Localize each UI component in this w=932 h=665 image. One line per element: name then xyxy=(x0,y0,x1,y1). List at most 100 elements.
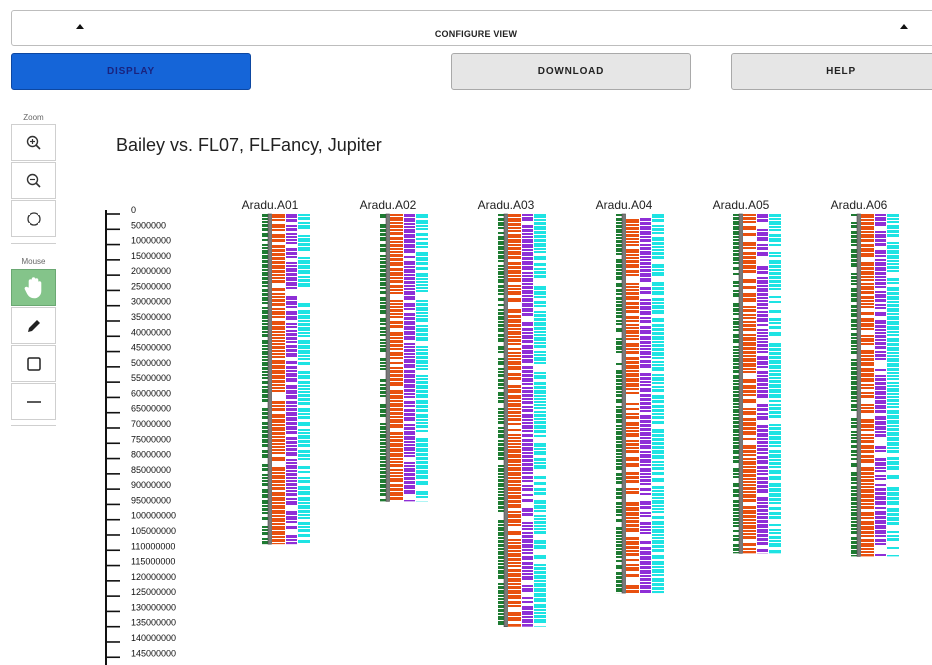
track-purple-block xyxy=(286,306,297,308)
track-orange-block xyxy=(272,401,285,404)
track-cyan-block xyxy=(652,344,664,347)
track-green-block xyxy=(498,497,504,500)
track-orange-block xyxy=(272,356,285,358)
track-cyan-block xyxy=(534,401,546,403)
track-green-block xyxy=(851,512,857,516)
track-orange-block xyxy=(861,445,874,449)
configure-view-bar[interactable]: CONFIGURE VIEW xyxy=(11,10,932,46)
track-cyan-block xyxy=(416,228,428,230)
track-green-block xyxy=(262,233,268,237)
track-purple-block xyxy=(640,578,651,581)
track-orange-block xyxy=(626,392,639,394)
track-cyan-block xyxy=(887,308,899,312)
caret-up-icon[interactable] xyxy=(900,24,908,29)
track-purple-block xyxy=(757,524,768,528)
track-purple-block xyxy=(404,331,415,335)
track-orange-block xyxy=(390,419,403,423)
track-green-block xyxy=(498,241,504,245)
track-cyan-block xyxy=(298,422,310,426)
track-orange-block xyxy=(743,226,756,230)
track-cyan-block xyxy=(416,453,428,456)
track-orange-block xyxy=(272,360,285,364)
track-purple-block xyxy=(404,266,415,268)
track-green-block xyxy=(262,500,268,504)
track-orange-block xyxy=(743,363,756,367)
line-tool-button[interactable] xyxy=(11,383,56,420)
track-purple-block xyxy=(404,379,415,383)
track-green-block xyxy=(262,371,268,373)
track-purple-block xyxy=(286,361,297,364)
track-orange-block xyxy=(861,368,874,372)
track-purple-block xyxy=(757,285,768,287)
track-cyan-block xyxy=(416,419,428,421)
track-purple-block xyxy=(286,490,297,492)
reset-view-button[interactable] xyxy=(11,200,56,237)
track-green-block xyxy=(498,452,504,456)
track-cyan-block xyxy=(887,296,899,300)
track-green-block xyxy=(380,261,386,264)
track-cyan-block xyxy=(887,382,899,384)
download-button[interactable]: DOWNLOAD xyxy=(451,53,691,90)
display-button[interactable]: DISPLAY xyxy=(11,53,251,90)
track-green-block xyxy=(262,315,268,319)
track-purple-block xyxy=(522,573,533,575)
track-cyan-block xyxy=(298,450,310,453)
track-cyan-block xyxy=(416,385,428,389)
rectangle-tool-button[interactable] xyxy=(11,345,56,382)
track-orange-block xyxy=(508,239,521,243)
draw-tool-button[interactable] xyxy=(11,307,56,344)
track-cyan-block xyxy=(887,428,899,431)
track-purple-block xyxy=(875,462,886,466)
track-purple-block xyxy=(640,590,651,593)
track-purple-block xyxy=(757,314,768,317)
track-orange-block xyxy=(272,523,285,525)
track-green-block xyxy=(498,324,504,327)
track-cyan-block xyxy=(534,248,546,250)
track-cyan-block xyxy=(652,219,664,222)
caret-up-icon[interactable] xyxy=(76,24,84,29)
track-purple-block xyxy=(286,521,297,523)
chromosome-label: Aradu.A06 xyxy=(831,198,888,212)
track-cyan-block xyxy=(416,470,428,474)
track-cyan-block xyxy=(534,404,546,406)
track-purple-block xyxy=(286,465,297,469)
track-green-block xyxy=(498,527,504,531)
track-green-block xyxy=(733,221,739,225)
track-orange-block xyxy=(508,437,521,439)
track-cyan-block xyxy=(416,461,428,464)
zoom-in-button[interactable] xyxy=(11,124,56,161)
track-purple-block xyxy=(757,303,768,306)
track-green-block xyxy=(262,260,268,263)
track-green-block xyxy=(498,556,504,559)
track-orange-block xyxy=(390,217,403,221)
track-purple-block xyxy=(875,299,886,302)
track-orange-block xyxy=(508,348,521,350)
help-button[interactable]: HELP xyxy=(731,53,932,90)
pan-tool-button[interactable] xyxy=(11,269,56,306)
track-green-block xyxy=(616,414,622,418)
track-purple-block xyxy=(522,619,533,623)
track-green-block xyxy=(733,383,739,385)
track-orange-block xyxy=(626,234,639,237)
track-green-block xyxy=(616,531,622,534)
track-orange-block xyxy=(272,436,285,438)
track-cyan-block xyxy=(416,220,428,224)
track-cyan-block xyxy=(769,454,781,458)
track-green-block xyxy=(733,313,739,315)
track-orange-block xyxy=(508,578,521,582)
track-green-block xyxy=(498,421,504,424)
track-cyan-block xyxy=(652,516,664,519)
track-cyan-block xyxy=(534,588,546,592)
track-purple-block xyxy=(522,528,533,530)
track-cyan-block xyxy=(534,525,546,527)
zoom-out-button[interactable] xyxy=(11,162,56,199)
track-purple-block xyxy=(757,456,768,459)
track-purple-block xyxy=(757,470,768,472)
track-purple-block xyxy=(522,272,533,274)
track-green-block xyxy=(851,367,857,370)
track-orange-block xyxy=(508,352,521,354)
track-purple-block xyxy=(522,566,533,569)
track-cyan-block xyxy=(769,512,781,515)
track-purple-block xyxy=(522,359,533,363)
track-cyan-block xyxy=(652,389,664,392)
